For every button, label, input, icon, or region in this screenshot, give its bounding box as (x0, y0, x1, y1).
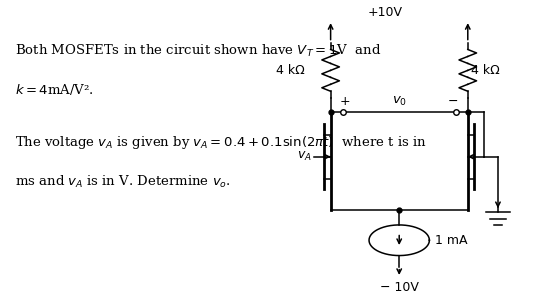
Text: −: − (448, 94, 458, 108)
Text: +: + (340, 94, 351, 108)
Text: +10V: +10V (368, 6, 403, 19)
Text: $v_0$: $v_0$ (392, 94, 407, 108)
Text: 4 kΩ: 4 kΩ (471, 64, 499, 77)
Text: − 10V: − 10V (380, 281, 419, 294)
Text: The voltage $v_A$ is given by $v_A = 0.4 + 0.1\mathrm{sin}(2\pi t)$  where t is : The voltage $v_A$ is given by $v_A = 0.4… (15, 135, 427, 151)
Text: $v_A$: $v_A$ (297, 150, 311, 163)
Text: Both MOSFETs in the circuit shown have $V_T = 1$V  and: Both MOSFETs in the circuit shown have $… (15, 42, 382, 59)
Text: ms and $v_A$ is in V. Determine $v_o$.: ms and $v_A$ is in V. Determine $v_o$. (15, 173, 231, 190)
Text: $k = 4$mA/V².: $k = 4$mA/V². (15, 82, 94, 97)
Text: 4 kΩ: 4 kΩ (276, 64, 304, 77)
Text: 1 mA: 1 mA (435, 234, 467, 247)
